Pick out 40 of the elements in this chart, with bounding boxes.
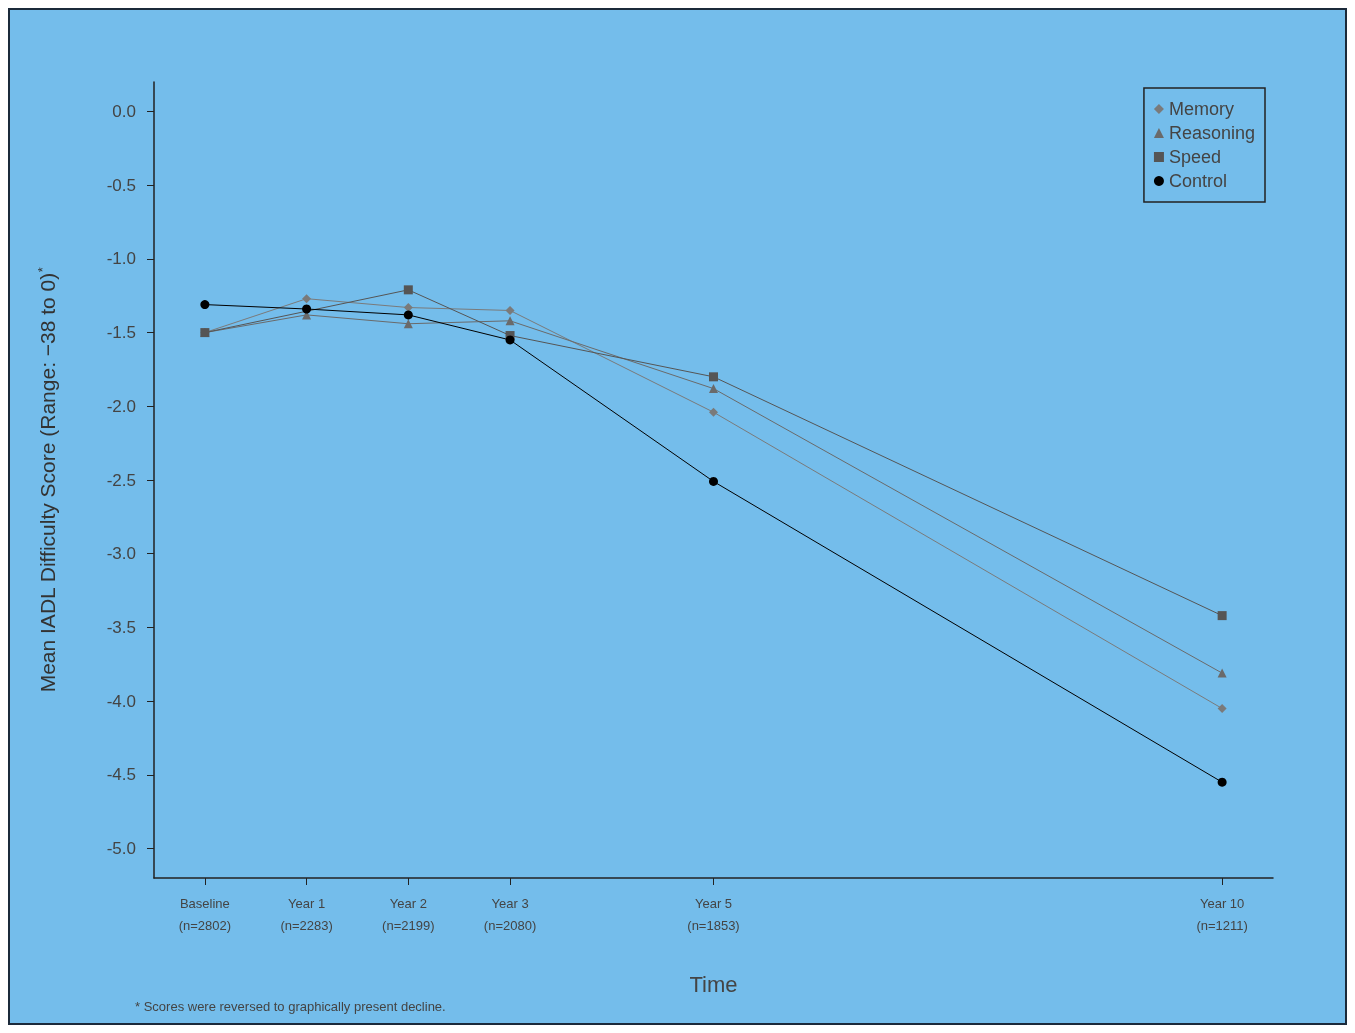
legend-label: Reasoning [1168, 123, 1255, 143]
point [403, 285, 413, 295]
point [1217, 703, 1227, 713]
x-tick-label: Year 3 (n=2080) [483, 895, 537, 933]
y-tick-label: -3.0 [106, 544, 136, 564]
text: * Scores were reversed to graphically present decline. [135, 999, 446, 1014]
y-axis-title: Mean IADL Difficulty Score (Range: −38 to 0)* [35, 267, 59, 693]
y-tick-label: -3.5 [106, 617, 136, 637]
x-tick-label: Year 2 (n=2199) [382, 895, 435, 933]
point [1217, 611, 1227, 621]
point [505, 335, 515, 345]
point [505, 305, 515, 315]
point [1217, 777, 1227, 787]
y-tick-label: -1.5 [106, 323, 136, 343]
x-axis-title: Time [689, 971, 738, 997]
legend-label: Memory [1168, 99, 1234, 119]
y-tick-label: 0.0 [112, 101, 136, 121]
point [302, 294, 312, 304]
point [709, 372, 718, 382]
x-tick-label: Year 10 (n=1211) [1196, 895, 1248, 933]
y-tick-label: -0.5 [106, 175, 136, 195]
legend-label: Control [1168, 171, 1227, 191]
point [403, 310, 413, 320]
y-tick-label: -2.5 [106, 470, 136, 490]
point [200, 300, 210, 310]
point [505, 316, 515, 326]
y-tick-label: -2.0 [106, 396, 136, 416]
point [709, 384, 718, 394]
y-tick-label: -5.0 [106, 839, 136, 859]
point [709, 476, 718, 486]
point [709, 407, 718, 417]
x-tick-label: Year 1 (n=2283) [280, 895, 333, 933]
y-tick-label: -1.0 [106, 249, 136, 269]
legend-label: Speed [1168, 147, 1221, 167]
y-tick-label: -4.0 [106, 691, 136, 711]
x-tick-label: Year 5 (n=1853) [687, 895, 740, 933]
point [302, 304, 312, 314]
point [1217, 668, 1227, 678]
x-tick-label: Baseline (n=2802) [178, 895, 232, 933]
y-tick-label: -4.5 [106, 765, 136, 785]
